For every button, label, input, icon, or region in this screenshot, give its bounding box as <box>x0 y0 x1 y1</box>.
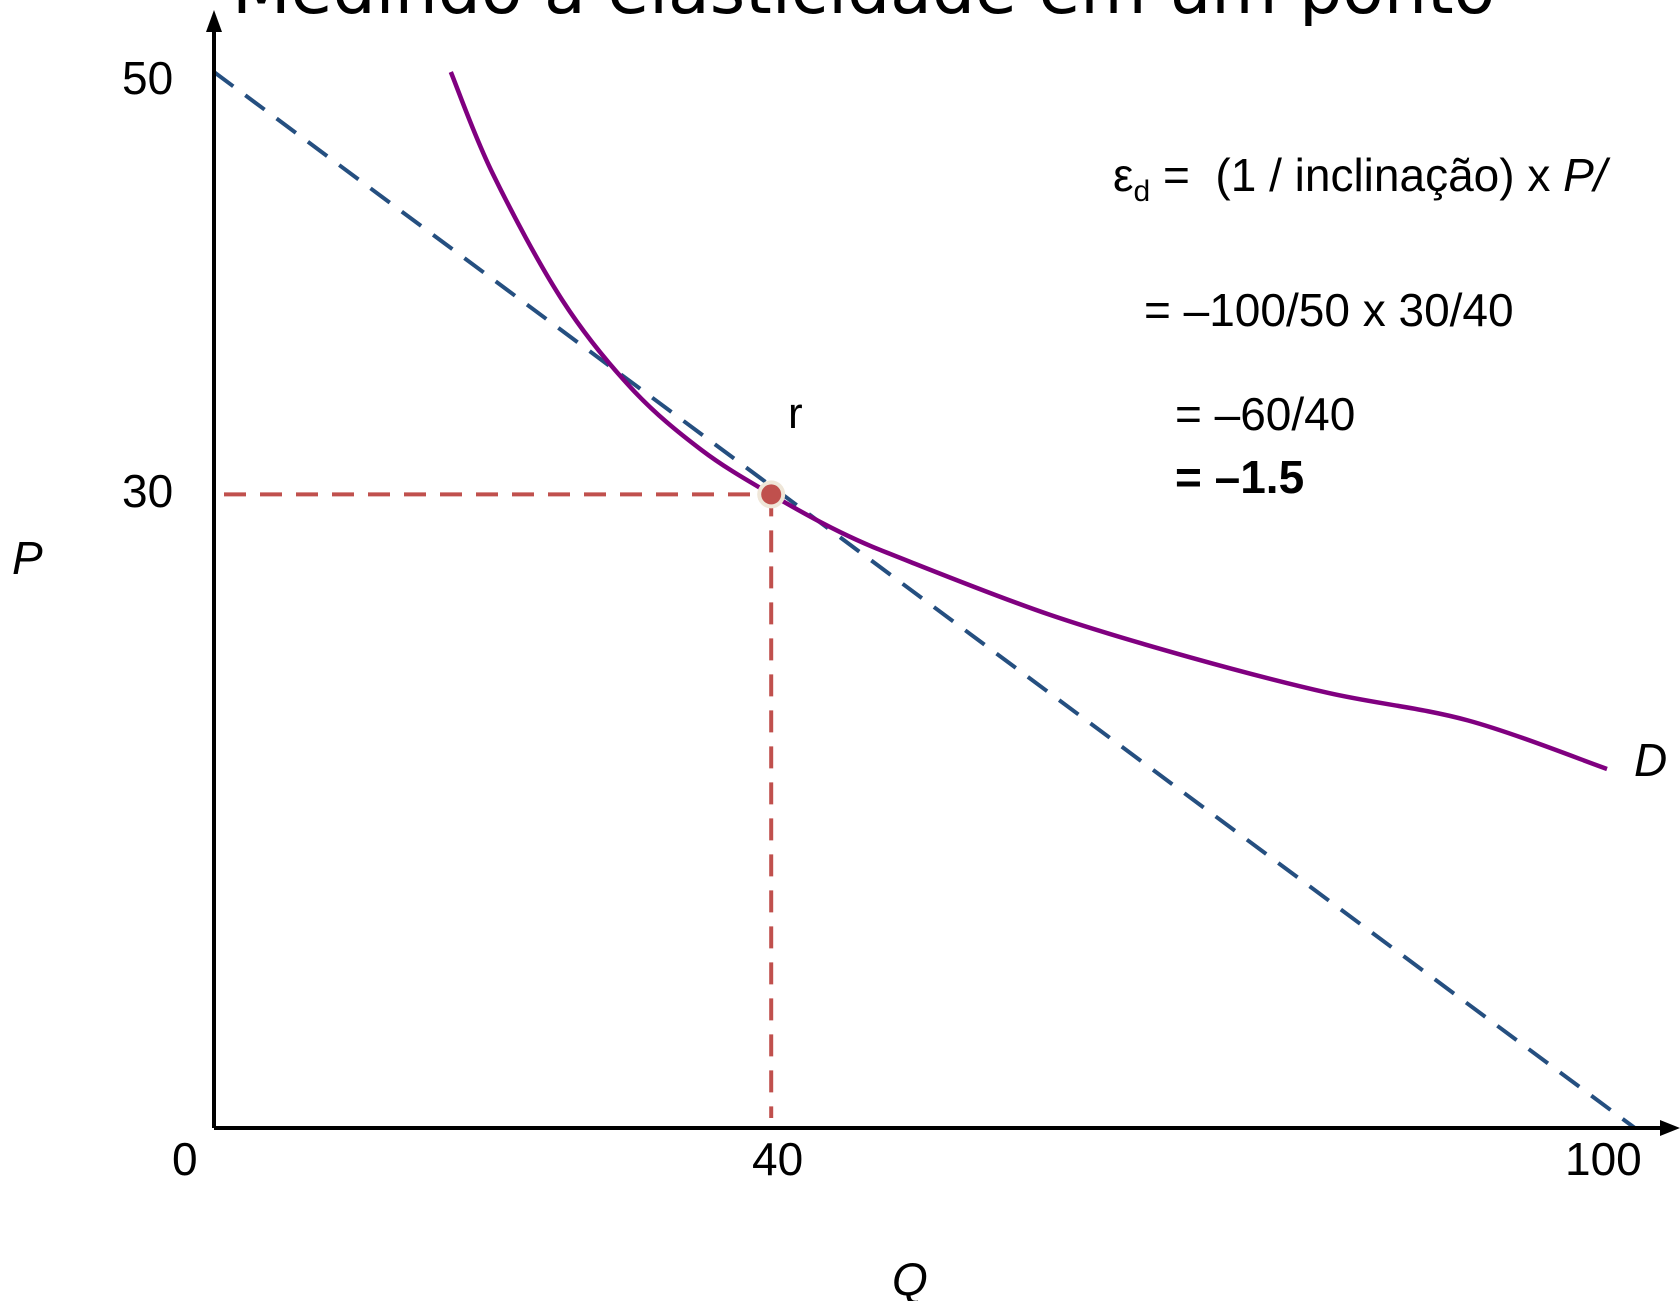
axes <box>206 10 1680 1136</box>
tangent-line <box>212 70 1637 1130</box>
point-r-marker <box>761 484 782 505</box>
y-axis-arrowhead <box>206 10 222 32</box>
x-axis-arrowhead <box>1660 1120 1680 1136</box>
point-marks <box>757 480 786 509</box>
chart-title: Medindo a elasticidade em um ponto <box>232 0 1680 26</box>
point-guides <box>224 492 774 1118</box>
demand-curve <box>448 71 1608 772</box>
series-lines <box>212 70 1637 1130</box>
